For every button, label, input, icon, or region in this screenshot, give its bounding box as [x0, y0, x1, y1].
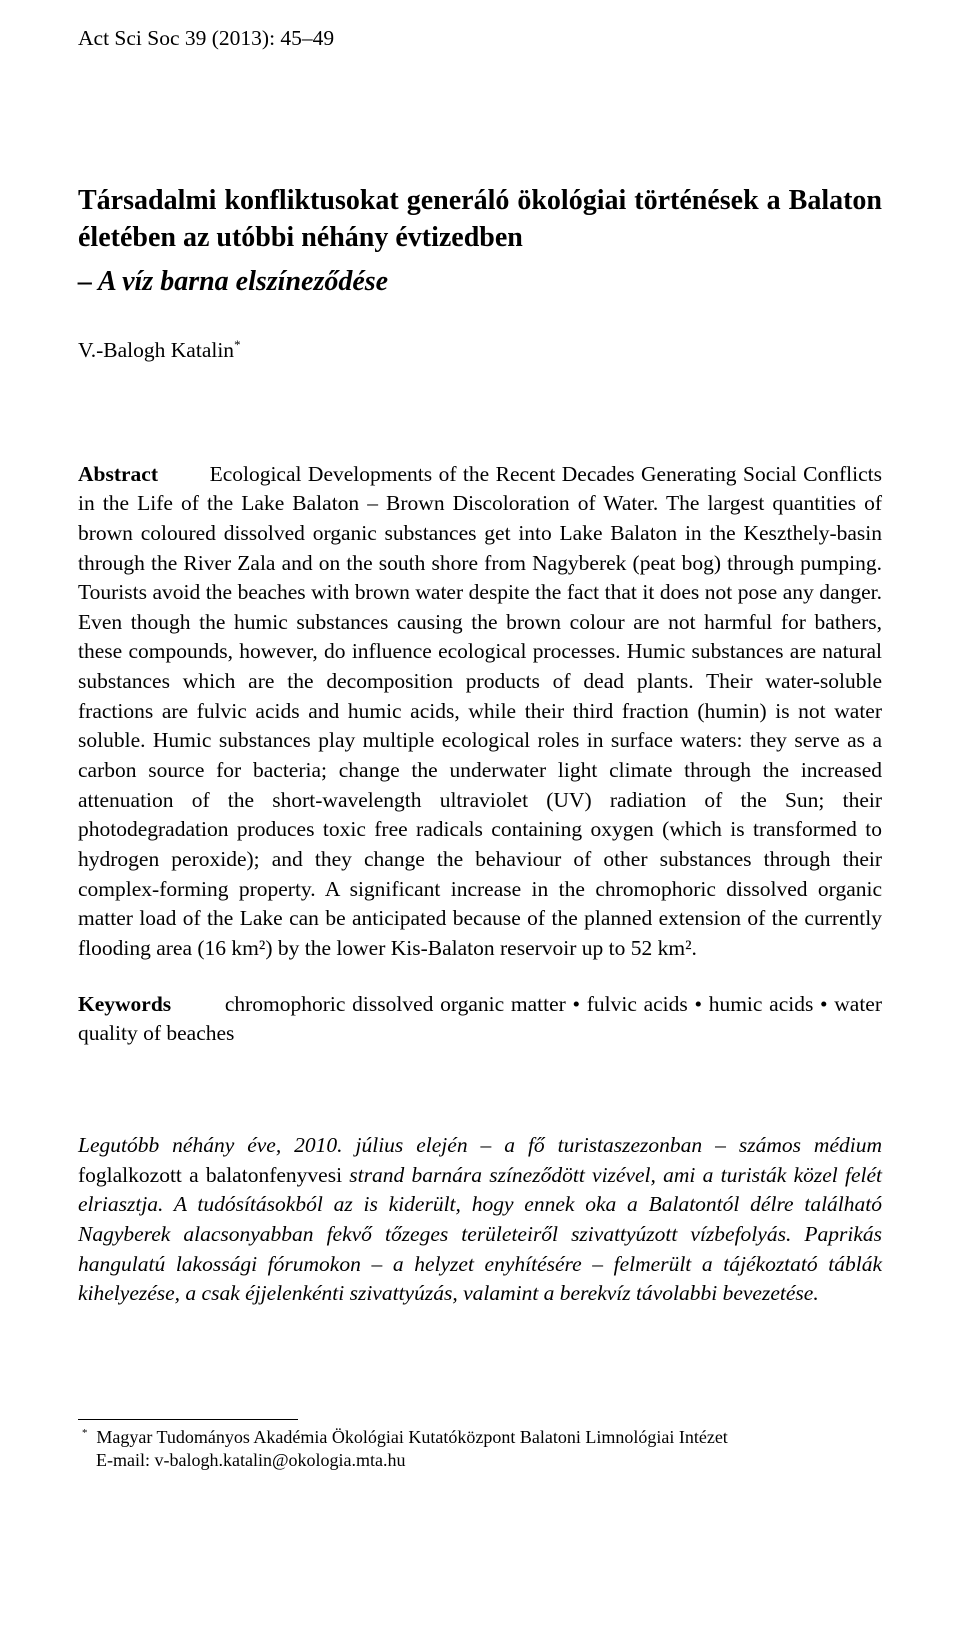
footnote-marker: * [82, 1427, 87, 1439]
author-name: V.-Balogh Katalin [78, 338, 234, 362]
footnote-affiliation: Magyar Tudományos Akadémia Ökológiai Kut… [96, 1427, 727, 1447]
narrative-roman-1: foglalkozott a balatonfenyvesi [78, 1163, 349, 1187]
footnote-separator [78, 1419, 298, 1420]
footnote-block: * Magyar Tudományos Akadémia Ökológiai K… [78, 1426, 882, 1473]
footnote-email: v-balogh.katalin@okologia.mta.hu [154, 1450, 405, 1470]
keywords-text: chromophoric dissolved organic matter • … [78, 992, 882, 1046]
article-subtitle: – A víz barna elszíneződése [78, 263, 882, 302]
journal-reference: Act Sci Soc 39 (2013): 45–49 [78, 24, 882, 54]
author-line: V.-Balogh Katalin* [78, 336, 882, 366]
narrative-italic-1: Legutóbb néhány éve, 2010. július elején… [78, 1133, 882, 1157]
narrative-paragraph: Legutóbb néhány éve, 2010. július elején… [78, 1131, 882, 1309]
keywords-label: Keywords [78, 992, 171, 1016]
abstract-block: Abstract Ecological Developments of the … [78, 460, 882, 964]
footnote-email-label: E-mail: [96, 1450, 154, 1470]
article-title: Társadalmi konfliktusokat generáló ökoló… [78, 182, 882, 258]
keywords-block: Keywords chromophoric dissolved organic … [78, 990, 882, 1049]
abstract-label: Abstract [78, 462, 158, 486]
author-footnote-marker: * [234, 338, 240, 352]
abstract-body-text: The largest quantities of brown coloured… [78, 491, 882, 960]
page-root: Act Sci Soc 39 (2013): 45–49 Társadalmi … [0, 0, 960, 1513]
